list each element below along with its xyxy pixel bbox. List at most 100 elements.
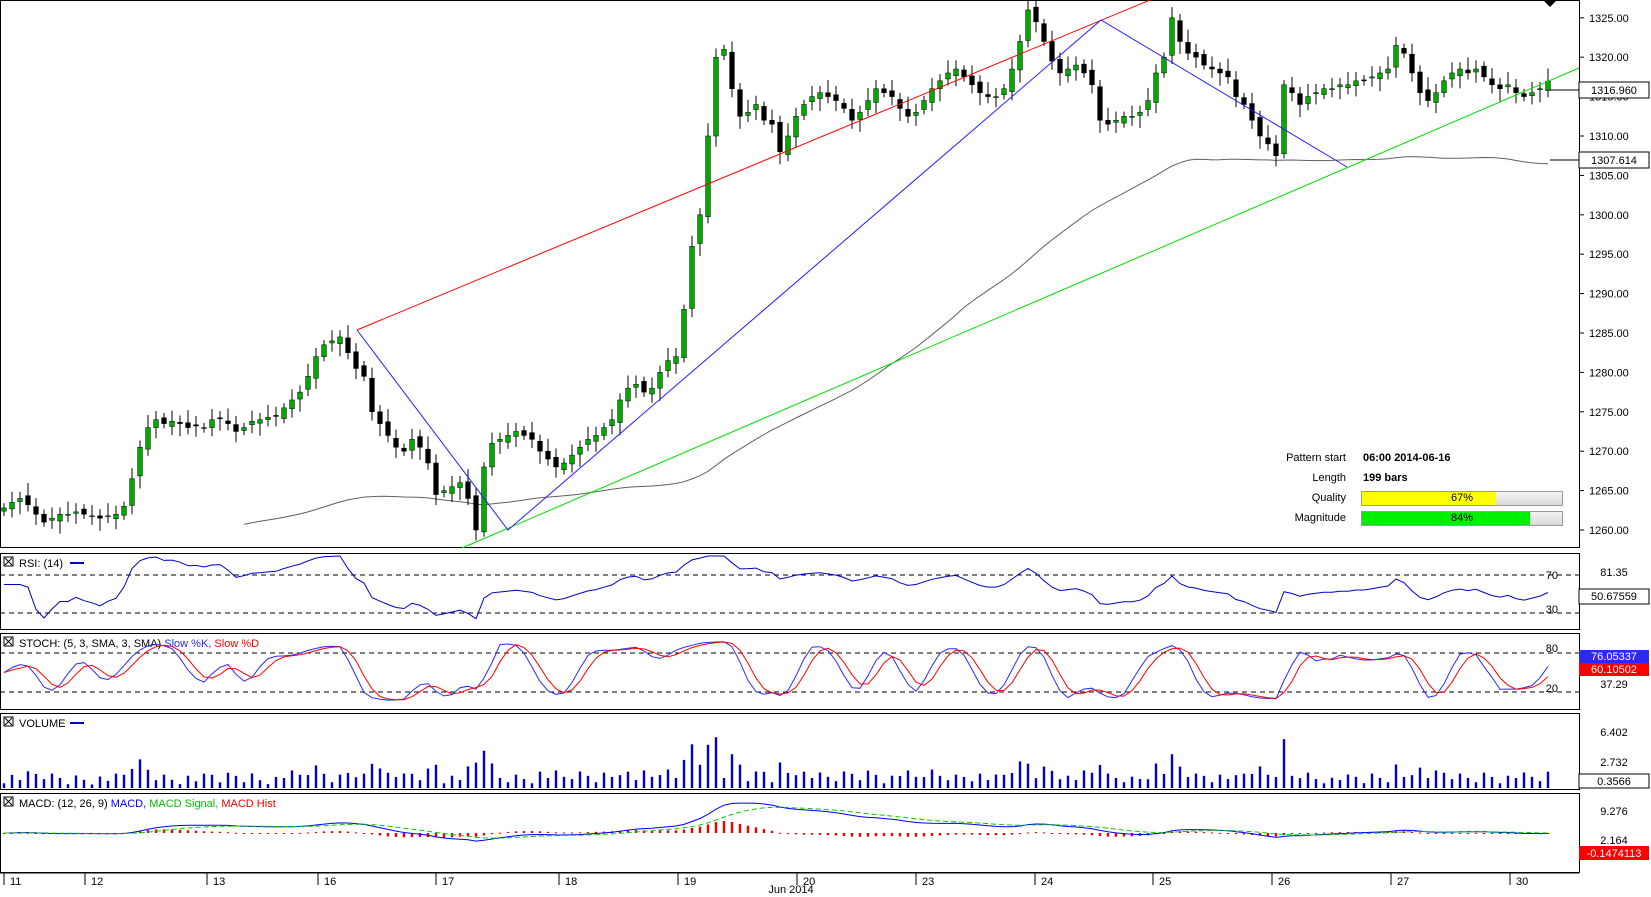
volume-bar — [402, 773, 406, 788]
volume-bar — [1522, 772, 1526, 788]
volume-bar — [1514, 778, 1518, 788]
candle — [593, 426, 599, 452]
macd-hist-bar — [1162, 833, 1166, 834]
candle — [1081, 59, 1087, 78]
volume-bar — [682, 759, 686, 788]
candle — [1097, 79, 1103, 133]
volume-bar — [458, 780, 462, 788]
macd-hist-bar — [850, 833, 854, 837]
macd-tick-high: 9.276 — [1600, 806, 1628, 818]
volume-bar — [834, 781, 838, 788]
candle — [969, 65, 975, 94]
candle — [9, 491, 15, 518]
candle — [89, 505, 95, 525]
pattern-zigzag — [356, 19, 1348, 531]
macd-hist-bar — [1242, 833, 1246, 835]
macd-hist-bar — [34, 833, 38, 834]
volume-bar — [1490, 776, 1494, 788]
volume-bar — [698, 764, 702, 788]
candle — [1305, 83, 1311, 111]
candle — [705, 123, 711, 224]
day-label: 30 — [1516, 876, 1528, 888]
candle — [1329, 78, 1335, 98]
macd-hist-bar — [1322, 832, 1326, 834]
volume-bar — [1170, 754, 1174, 788]
volume-bar — [2, 783, 6, 788]
macd-hist-bar — [970, 833, 974, 835]
candle — [369, 367, 375, 421]
volume-bar — [1234, 775, 1238, 788]
macd-hist-bar — [1346, 832, 1350, 834]
volume-bar — [1130, 776, 1134, 788]
macd-hist-bar — [618, 830, 622, 833]
volume-bar — [386, 772, 390, 788]
volume-bar — [666, 769, 670, 788]
candle — [1121, 111, 1127, 128]
macd-hist-bar — [906, 833, 910, 837]
candle — [257, 412, 263, 436]
candle — [1441, 76, 1447, 98]
candle — [425, 436, 431, 470]
volume-bar — [226, 772, 230, 788]
stoch-k-value: 76.05337 — [1591, 651, 1637, 663]
candle — [777, 115, 783, 165]
volume-bar — [1034, 778, 1038, 788]
candle — [313, 347, 319, 389]
volume-bar — [1458, 773, 1462, 788]
candle — [529, 421, 535, 449]
volume-bar — [594, 782, 598, 788]
magnitude-bar-fill — [1362, 512, 1530, 525]
macd-hist-bar — [1338, 832, 1342, 834]
macd-hist-bar — [986, 833, 990, 836]
macd-hist-bar — [1290, 833, 1294, 835]
macd-hist-bar — [890, 833, 894, 837]
candle — [265, 404, 271, 427]
macd-hist-bar — [186, 830, 190, 833]
volume-bar — [1346, 774, 1350, 788]
length-label: Length — [1312, 472, 1346, 484]
volume-bar — [874, 774, 878, 788]
candle — [1265, 125, 1271, 151]
pattern-start-value: 06:00 2014-06-16 — [1363, 452, 1451, 464]
scroll-arrow-icon[interactable] — [1543, 0, 1557, 7]
volume-bar — [802, 771, 806, 788]
candle — [1289, 76, 1295, 102]
rsi-panel: RSI: (14) 70 30 — [0, 553, 1580, 630]
volume-bar — [114, 773, 118, 788]
macd-hist-bar — [1458, 832, 1462, 834]
candle — [1353, 72, 1359, 97]
volume-bar — [1178, 766, 1182, 788]
volume-title: VOLUME — [19, 718, 65, 730]
moving-average-line — [243, 156, 1549, 525]
macd-hist-bar — [810, 833, 814, 835]
candlesticks — [1, 0, 1551, 541]
macd-hist-bar — [370, 833, 374, 835]
volume-bar — [1482, 772, 1486, 788]
volume-bar — [1362, 783, 1366, 788]
candle — [1193, 43, 1199, 68]
macd-tick-low: 2.164 — [1600, 835, 1628, 847]
candle — [241, 422, 247, 436]
volume-bar — [658, 775, 662, 788]
volume-bar — [1194, 773, 1198, 788]
volume-bar — [850, 773, 854, 788]
candle — [1521, 88, 1527, 102]
candle — [673, 347, 679, 375]
macd-hist-bar — [1258, 833, 1262, 836]
volume-bar — [1018, 761, 1022, 788]
rsi-level-30: 30 — [1546, 604, 1558, 616]
volume-bar — [722, 778, 726, 788]
macd-hist-bar — [914, 833, 918, 837]
candle — [177, 415, 183, 437]
macd-hist-bar — [570, 832, 574, 834]
macd-hist-bar — [442, 833, 446, 838]
volume-bar — [514, 774, 518, 788]
candle — [377, 405, 383, 437]
price-tick-label: 1300.00 — [1589, 210, 1629, 222]
volume-bar — [746, 781, 750, 788]
magnitude-value: 84% — [1450, 512, 1474, 524]
candle — [945, 60, 951, 86]
macd-hist-bar — [274, 833, 278, 834]
candle — [1497, 78, 1503, 102]
macd-hist-bar — [706, 824, 710, 833]
